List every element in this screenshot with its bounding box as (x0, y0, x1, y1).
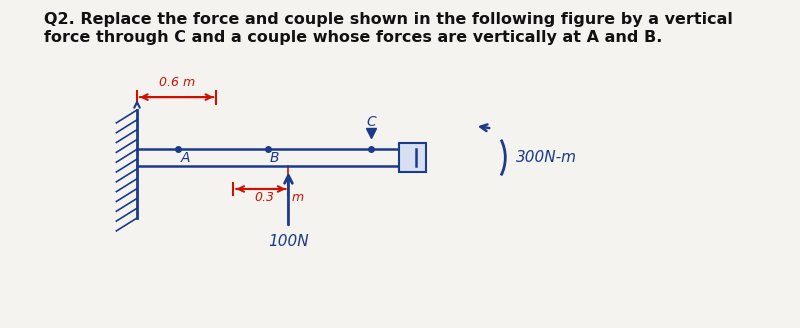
Text: Q2. Replace the force and couple shown in the following figure by a vertical
for: Q2. Replace the force and couple shown i… (44, 12, 733, 45)
Text: 0.3: 0.3 (254, 191, 274, 204)
Text: 300N-m: 300N-m (516, 150, 577, 165)
Text: 100N: 100N (268, 234, 309, 249)
Text: m: m (292, 191, 304, 204)
Polygon shape (398, 143, 426, 172)
Text: A: A (180, 151, 190, 165)
Text: C: C (366, 115, 376, 129)
Text: B: B (270, 151, 279, 165)
Text: 0.6 m: 0.6 m (158, 76, 194, 89)
